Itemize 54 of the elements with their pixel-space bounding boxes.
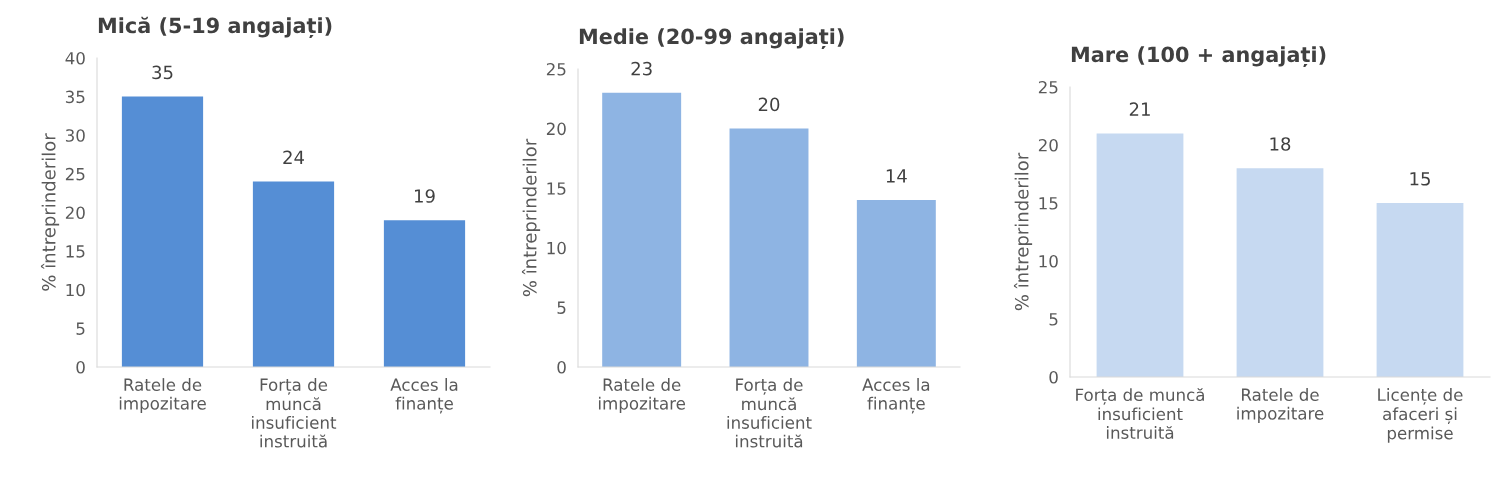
data-label: 21 [1129, 102, 1150, 116]
data-label: 19 [415, 189, 435, 203]
data-label: 23 [631, 61, 652, 76]
x-tick-label: Ratele de impozitare [1237, 388, 1324, 423]
bar [252, 181, 335, 367]
y-tick-label: 20 [65, 206, 85, 220]
y-axis-title: % întreprinderilor [40, 133, 60, 291]
chart-title: Mare (100 + angajați) [1071, 46, 1326, 67]
bar [121, 96, 204, 367]
data-label: 20 [758, 97, 780, 112]
x-tick-label: Forța de muncă insuficient instruită [252, 378, 337, 448]
y-tick-label: 10 [66, 283, 85, 297]
y-tick-label: 30 [65, 129, 85, 142]
x-tick-label: Acces la finanțe [390, 378, 458, 414]
y-tick-label: 35 [65, 90, 85, 104]
y-tick-label: 0 [1049, 370, 1058, 384]
bar [856, 200, 936, 367]
y-tick-label: 0 [76, 360, 85, 374]
x-tick-label: Ratele de impozitare [598, 378, 686, 413]
x-tick-label: Ratele de impozitare [119, 378, 206, 413]
x-tick-label: Licențe de afaceri și permise [1378, 388, 1463, 443]
x-tick-label: Forța de muncă insuficient instruită [1076, 388, 1204, 439]
y-axis-title: % întreprinderilor [521, 138, 541, 297]
data-label: 15 [1410, 172, 1430, 186]
y-axis-title: % întreprinderilor [1013, 152, 1033, 311]
y-tick-label: 20 [1038, 138, 1058, 152]
chart-title: Mică (5-19 angajați) [98, 16, 332, 38]
y-tick-label: 25 [546, 62, 566, 76]
y-tick-label: 40 [65, 51, 85, 65]
y-tick-label: 5 [557, 301, 566, 314]
y-tick-label: 25 [1038, 80, 1058, 94]
y-tick-label: 15 [66, 245, 85, 258]
data-label: 35 [152, 65, 173, 80]
bar [602, 92, 682, 367]
y-tick-label: 10 [547, 241, 566, 255]
x-tick-label: Acces la finanțe [862, 378, 930, 414]
bar [1096, 133, 1184, 377]
x-tick-label: Forța de muncă insuficient instruită [727, 378, 812, 448]
chart-title: Medie (20-99 angajați) [579, 28, 844, 49]
data-label: 18 [1270, 137, 1291, 151]
bar [383, 220, 466, 367]
y-tick-label: 15 [547, 182, 566, 195]
y-tick-label: 20 [546, 122, 566, 136]
y-tick-label: 25 [65, 167, 85, 181]
data-label: 24 [283, 150, 304, 164]
bar [1236, 168, 1324, 377]
bar [729, 128, 809, 367]
y-tick-label: 0 [557, 360, 566, 374]
data-label: 14 [886, 169, 907, 183]
y-tick-label: 5 [76, 322, 85, 335]
y-tick-label: 10 [1039, 254, 1058, 268]
bar [1376, 203, 1464, 377]
y-tick-label: 5 [1049, 313, 1058, 326]
y-tick-label: 15 [1039, 197, 1058, 210]
